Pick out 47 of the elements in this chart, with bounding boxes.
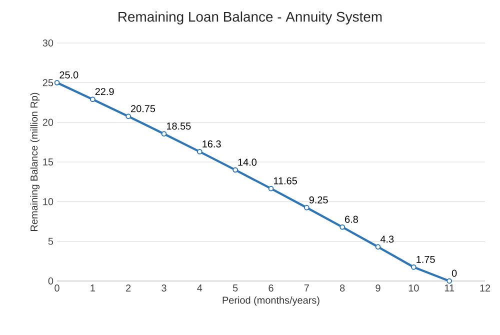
x-tick-label: 5: [232, 284, 238, 292]
x-tick-label: 10: [408, 284, 419, 292]
x-tick-label: 7: [304, 284, 309, 292]
y-tick-label: 30: [42, 39, 54, 47]
y-tick-label: 15: [43, 158, 54, 166]
data-label: 16.3: [202, 140, 221, 148]
y-tick-label: 25: [42, 79, 54, 86]
data-label: 1.75: [416, 256, 435, 263]
point: [90, 96, 96, 102]
point: [54, 80, 60, 86]
x-tick-label: 4: [197, 284, 202, 292]
y-tick-label: 5: [48, 238, 54, 245]
x-tick-label: 0: [54, 284, 60, 292]
x-tick-label: 12: [480, 284, 490, 292]
x-tick-label: 8: [340, 284, 345, 292]
x-tick-label: 2: [126, 284, 131, 292]
point: [410, 264, 416, 270]
x-tick-label: 11: [444, 284, 454, 292]
data-label: 14.0: [238, 158, 257, 166]
data-label: 18.55: [166, 122, 191, 130]
y-tick-label: 0: [48, 277, 54, 285]
y-tick-label: 10: [43, 198, 54, 206]
point: [304, 204, 310, 210]
data-label: 22.9: [95, 88, 114, 96]
point: [126, 114, 132, 120]
y-axis-title: Remaining Balance (million Rp): [30, 92, 40, 231]
data-label: 4.3: [380, 236, 394, 243]
point: [375, 244, 381, 250]
point: [340, 224, 346, 230]
x-tick-label: 6: [268, 284, 274, 292]
data-label: 6.8: [345, 216, 358, 223]
data-label: 9.25: [309, 196, 328, 204]
data-label: 20.75: [131, 105, 156, 112]
point: [196, 148, 202, 154]
y-tick-label: 20: [42, 118, 54, 126]
point: [232, 167, 238, 173]
data-label: 11.65: [274, 177, 297, 184]
point: [446, 278, 452, 284]
point: [268, 186, 274, 192]
x-tick-label: 1: [90, 284, 95, 292]
point: [161, 131, 167, 137]
x-tick-label: 3: [162, 284, 166, 292]
x-axis-title: Period (months/years): [222, 296, 320, 306]
data-label: 25.0: [60, 71, 78, 78]
chart-title: Remaining Loan Balance - Annuity System: [118, 11, 382, 24]
data-label: 0: [452, 270, 457, 277]
x-tick-label: 9: [376, 284, 380, 292]
